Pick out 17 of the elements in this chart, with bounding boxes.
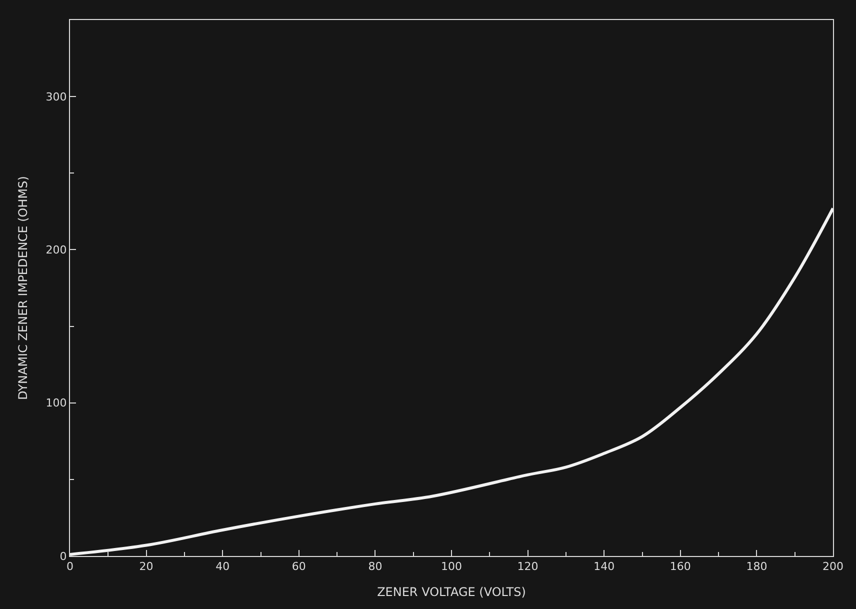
x-tick-label: 100 xyxy=(441,560,462,574)
y-tick-label: 0 xyxy=(60,550,67,563)
x-tick-label: 40 xyxy=(216,560,230,574)
x-tick-label: 200 xyxy=(822,560,844,574)
y-axis-title: DYNAMIC ZENER IMPEDENCE (OHMS) xyxy=(16,176,30,400)
y-tick-label: 200 xyxy=(46,244,67,257)
x-tick-label: 180 xyxy=(746,560,768,574)
x-tick-label: 20 xyxy=(139,560,154,574)
y-tick-label: 100 xyxy=(46,396,67,410)
line-series xyxy=(70,206,833,556)
x-tick-label: 160 xyxy=(670,560,691,574)
x-tick-label: 120 xyxy=(517,560,538,574)
x-tick-label: 80 xyxy=(368,560,382,574)
x-tick-label: 60 xyxy=(292,560,306,574)
x-tick-label: 140 xyxy=(594,560,615,574)
y-tick-label: 300 xyxy=(46,90,67,104)
x-axis-title: ZENER VOLTAGE (VOLTS) xyxy=(377,585,526,600)
